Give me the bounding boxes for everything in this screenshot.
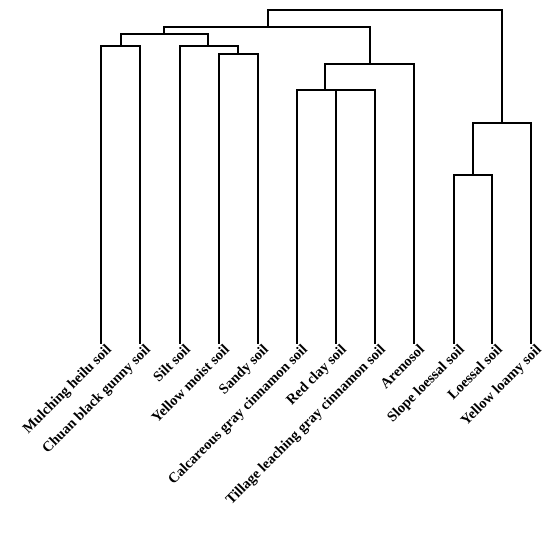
leaf-branches	[100, 45, 532, 344]
leaf-labels: Mulching heilu soil Chuan black gunny so…	[20, 342, 545, 508]
merge-branches	[100, 9, 532, 176]
